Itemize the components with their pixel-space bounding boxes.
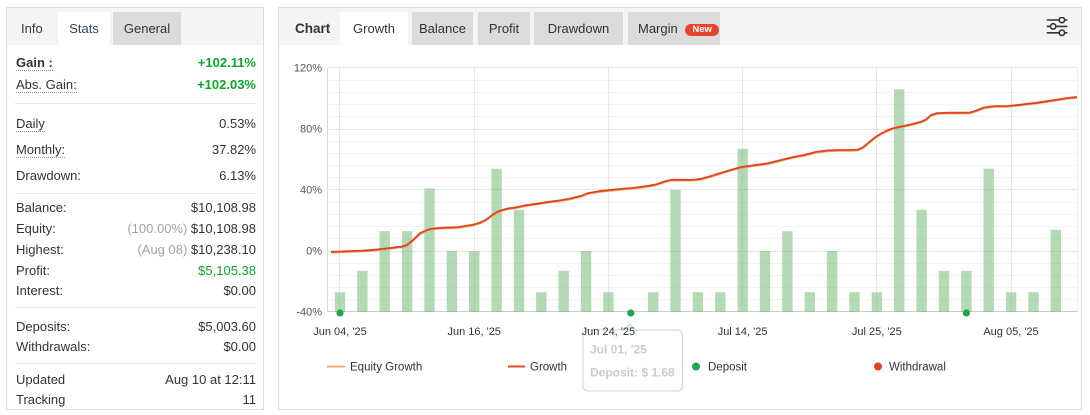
svg-text:120%: 120% [294,63,322,75]
svg-text:Growth: Growth [530,362,567,374]
svg-text:Equity Growth: Equity Growth [350,362,422,374]
svg-text:Withdrawal: Withdrawal [889,362,946,374]
svg-text:Jul 14, '25: Jul 14, '25 [718,326,768,338]
svg-text:Jun 24, '25: Jun 24, '25 [582,326,635,338]
svg-text:80%: 80% [300,124,322,136]
svg-text:Jul 25, '25: Jul 25, '25 [852,326,902,338]
svg-text:Deposit: Deposit [708,362,748,374]
svg-text:Deposit: $ 1.68: Deposit: $ 1.68 [590,366,675,380]
svg-text:Jun 04, '25: Jun 04, '25 [313,326,366,338]
svg-text:-40%: -40% [296,307,322,319]
svg-text:40%: 40% [300,185,322,197]
svg-text:Jul 01, '25: Jul 01, '25 [590,343,647,357]
svg-text:0%: 0% [306,246,322,258]
svg-text:Aug 05, '25: Aug 05, '25 [983,326,1038,338]
svg-text:Jun 16, '25: Jun 16, '25 [447,326,500,338]
